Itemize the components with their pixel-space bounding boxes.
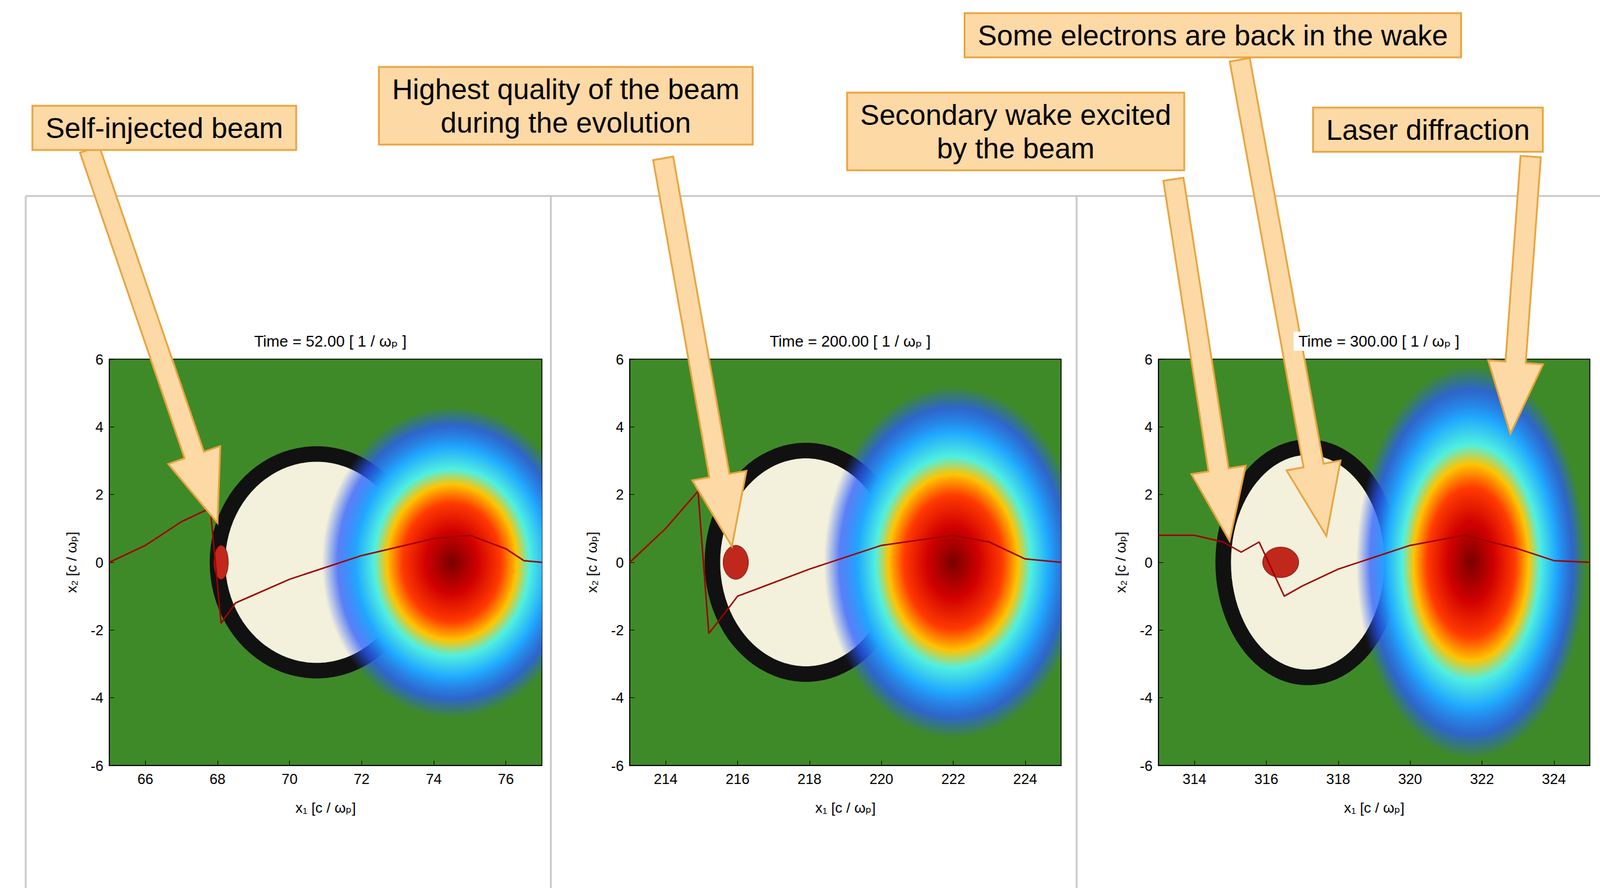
svg-text:320: 320 xyxy=(1398,770,1422,787)
svg-text:Some electrons are back in the: Some electrons are back in the wake xyxy=(977,19,1448,52)
svg-text:-2: -2 xyxy=(611,621,624,639)
svg-text:316: 316 xyxy=(1254,770,1278,787)
svg-text:-4: -4 xyxy=(611,689,624,706)
svg-text:-2: -2 xyxy=(90,621,104,639)
svg-text:314: 314 xyxy=(1182,770,1207,787)
svg-text:x₁ [c / ωₚ]: x₁ [c / ωₚ] xyxy=(295,799,356,816)
svg-text:2: 2 xyxy=(95,486,104,503)
svg-text:Laser diffraction: Laser diffraction xyxy=(1326,114,1531,146)
svg-text:66: 66 xyxy=(137,770,154,787)
svg-text:4: 4 xyxy=(95,418,104,435)
svg-text:x₁ [c / ωₚ]: x₁ [c / ωₚ] xyxy=(1343,799,1405,816)
svg-text:222: 222 xyxy=(941,770,965,787)
svg-text:68: 68 xyxy=(209,770,226,787)
svg-text:6: 6 xyxy=(1144,351,1153,368)
svg-text:Time = 300.00 [ 1 / ωₚ ]: Time = 300.00 [ 1 / ωₚ ] xyxy=(1298,332,1460,351)
svg-text:-6: -6 xyxy=(1139,757,1153,774)
svg-text:74: 74 xyxy=(425,770,443,787)
svg-text:6: 6 xyxy=(95,351,104,368)
svg-text:-6: -6 xyxy=(611,757,624,774)
svg-text:6: 6 xyxy=(615,351,624,368)
svg-text:Self-injected beam: Self-injected beam xyxy=(45,112,284,144)
svg-text:Time = 200.00 [ 1 / ωₚ ]: Time = 200.00 [ 1 / ωₚ ] xyxy=(769,332,931,351)
svg-text:322: 322 xyxy=(1469,770,1494,787)
svg-text:318: 318 xyxy=(1326,770,1351,787)
svg-text:216: 216 xyxy=(725,770,750,787)
svg-text:4: 4 xyxy=(1144,418,1153,435)
svg-text:324: 324 xyxy=(1542,770,1566,787)
svg-text:218: 218 xyxy=(797,770,822,787)
svg-text:2: 2 xyxy=(1144,486,1153,503)
svg-text:by the beam: by the beam xyxy=(936,132,1095,165)
svg-text:4: 4 xyxy=(615,418,624,435)
svg-text:2: 2 xyxy=(615,486,624,503)
svg-text:76: 76 xyxy=(497,770,514,787)
svg-text:x₂ [c / ωₚ]: x₂ [c / ωₚ] xyxy=(1112,531,1129,593)
svg-text:Highest quality of the beam: Highest quality of the beam xyxy=(391,73,740,106)
svg-text:x₂ [c / ωₚ]: x₂ [c / ωₚ] xyxy=(583,531,600,593)
svg-text:-6: -6 xyxy=(90,757,104,774)
svg-text:-2: -2 xyxy=(1139,621,1153,639)
svg-text:-4: -4 xyxy=(90,689,104,706)
svg-text:0: 0 xyxy=(615,554,624,571)
svg-text:-4: -4 xyxy=(1139,689,1153,706)
svg-text:224: 224 xyxy=(1013,770,1038,787)
svg-text:70: 70 xyxy=(281,770,298,787)
svg-text:72: 72 xyxy=(353,770,370,787)
svg-text:x₂ [c / ωₚ]: x₂ [c / ωₚ] xyxy=(63,531,80,593)
svg-text:220: 220 xyxy=(869,770,894,787)
svg-text:Secondary wake excited: Secondary wake excited xyxy=(860,99,1172,131)
svg-text:0: 0 xyxy=(95,554,104,571)
svg-text:Time = 52.00 [ 1 / ωₚ ]: Time = 52.00 [ 1 / ωₚ ] xyxy=(253,332,407,351)
svg-text:during the evolution: during the evolution xyxy=(440,106,692,139)
svg-text:214: 214 xyxy=(653,770,678,787)
svg-text:0: 0 xyxy=(1144,554,1153,571)
svg-text:x₁ [c / ωₚ]: x₁ [c / ωₚ] xyxy=(814,799,876,816)
